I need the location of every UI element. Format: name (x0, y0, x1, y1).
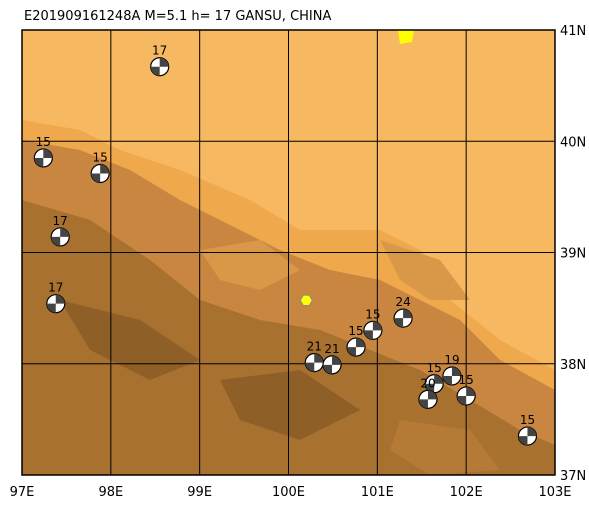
focal-mechanism: 15 (424, 361, 444, 394)
epicenter (299, 294, 313, 307)
x-tick-label: 98E (98, 485, 123, 500)
beachball-quadrant (518, 427, 537, 446)
y-tick-label: 38N (560, 358, 586, 373)
beachball-quadrant (418, 390, 437, 409)
beachball-quadrant (51, 227, 70, 246)
beachball-quadrant (91, 164, 110, 183)
x-tick-label: 97E (10, 485, 35, 500)
focal-mechanism: 15 (33, 135, 53, 168)
depth-label: 15 (36, 135, 51, 149)
focal-mechanism: 20 (418, 376, 438, 409)
x-tick-label: 103E (538, 485, 571, 500)
beachball-quadrant (150, 57, 169, 76)
y-tick-label: 37N (560, 469, 586, 484)
map-frame (21, 29, 556, 476)
x-tick-label: 99E (187, 485, 212, 500)
depth-label: 15 (459, 373, 474, 387)
beachball-quadrant (347, 338, 366, 357)
focal-mechanism: 15 (90, 151, 110, 184)
depth-label: 15 (348, 324, 363, 338)
focal-mechanism: 15 (456, 373, 476, 406)
depth-label: 24 (395, 295, 410, 309)
focal-mechanism: 21 (322, 342, 342, 375)
map-title: E201909161248A M=5.1 h= 17 GANSU, CHINA (24, 9, 331, 24)
focal-mechanism: 17 (50, 214, 70, 247)
depth-label: 21 (307, 340, 322, 354)
depth-label: 15 (520, 413, 535, 427)
depth-label: 15 (427, 361, 442, 375)
focal-mechanism: 15 (517, 413, 538, 446)
beachball-quadrant (363, 321, 382, 340)
beachball-quadrant (442, 366, 461, 385)
depth-label: 15 (365, 307, 380, 321)
depth-label: 17 (152, 44, 167, 58)
focal-mechanism: 15 (363, 307, 383, 340)
y-tick-label: 40N (560, 135, 586, 150)
focal-mechanism: 19 (442, 353, 462, 386)
y-tick-label: 41N (560, 24, 586, 39)
depth-label: 15 (93, 151, 108, 165)
beachball-quadrant (457, 387, 476, 406)
focal-mechanism: 24 (393, 295, 413, 328)
depth-label: 20 (420, 376, 435, 390)
x-tick-label: 102E (450, 485, 483, 500)
focal-mechanism: 15 (346, 324, 366, 357)
beachball-quadrant (305, 353, 324, 372)
focal-mechanism: 17 (46, 281, 66, 314)
beachball-quadrant (425, 374, 444, 393)
depth-label: 19 (444, 353, 459, 367)
x-tick-label: 101E (361, 485, 394, 500)
beachball-quadrant (394, 309, 413, 328)
depth-label: 21 (324, 342, 339, 356)
depth-label: 17 (53, 214, 68, 228)
beachball-quadrant (46, 294, 65, 313)
focal-mechanism: 17 (150, 44, 170, 77)
depth-label: 17 (48, 281, 63, 295)
beachball-quadrant (323, 355, 342, 374)
focal-mechanism: 21 (304, 340, 324, 373)
y-tick-label: 39N (560, 247, 586, 262)
beachball-quadrant (34, 148, 53, 167)
x-tick-label: 100E (272, 485, 305, 500)
